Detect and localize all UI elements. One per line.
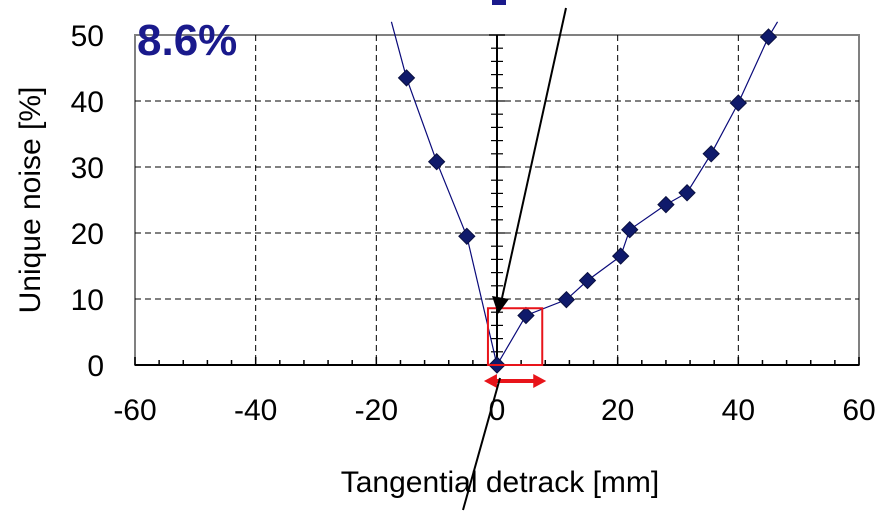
- y-tick-label: 10: [71, 284, 104, 317]
- data-point: [729, 94, 748, 112]
- data-point: [517, 306, 535, 325]
- data-point: [611, 247, 630, 265]
- width-arrow-left-head: [483, 374, 497, 388]
- annotations: [462, 0, 567, 511]
- clipped-text-fragment: [492, 0, 506, 5]
- x-tick-label: 60: [842, 394, 875, 427]
- data-point: [678, 184, 696, 202]
- data-point: [557, 290, 576, 309]
- y-tick-label: 50: [71, 20, 104, 53]
- x-tick-label: 20: [601, 394, 634, 427]
- x-tick-label: -40: [234, 394, 277, 427]
- x-tick-label: -20: [355, 394, 398, 427]
- data-point: [427, 153, 446, 171]
- series-line: [390, 21, 779, 365]
- y-tick-label: 0: [87, 350, 104, 383]
- x-tick-label: -60: [113, 394, 156, 427]
- highlight-box: [486, 307, 544, 366]
- data-series: [390, 21, 779, 374]
- x-axis-title: Tangential detrack [mm]: [341, 466, 659, 499]
- data-point: [578, 271, 597, 290]
- callout-line-lower: [462, 377, 501, 511]
- y-tick-label: 30: [71, 152, 104, 185]
- width-arrow-right-head: [533, 374, 547, 388]
- data-point: [702, 145, 720, 163]
- data-point: [759, 28, 778, 46]
- y-tick-label: 20: [71, 218, 104, 251]
- data-point: [458, 227, 476, 246]
- y-tick-label: 40: [71, 86, 104, 119]
- y-axis-title: Unique noise [%]: [14, 87, 47, 314]
- callout-arrow: [501, 7, 567, 299]
- data-point: [621, 220, 639, 239]
- callout-arrow-head: [492, 296, 509, 314]
- x-tick-label: 40: [722, 394, 755, 427]
- data-point: [657, 195, 675, 214]
- callout-label: 8.6%: [137, 16, 237, 65]
- data-point: [397, 69, 416, 87]
